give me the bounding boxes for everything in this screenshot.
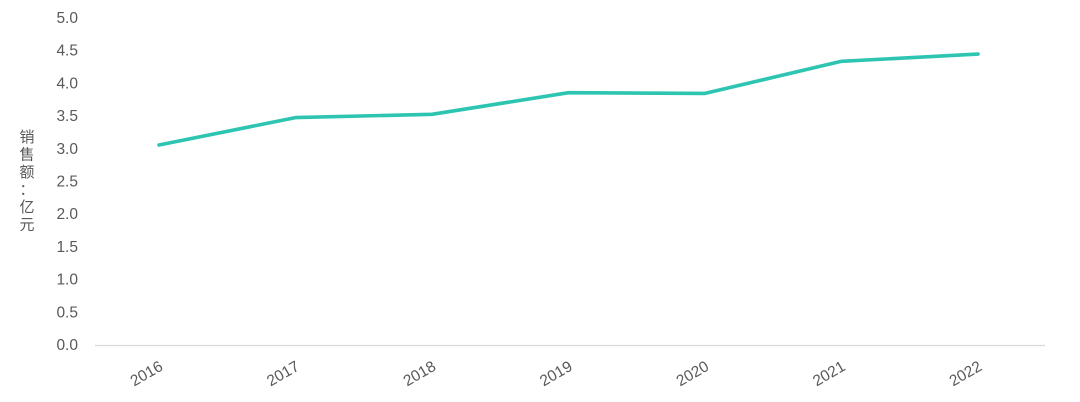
x-tick-label-group: 2016 (128, 358, 166, 390)
x-tick-label-group: 2021 (810, 358, 848, 390)
y-tick-label: 4.5 (56, 43, 78, 60)
x-tick-label: 2020 (674, 358, 713, 390)
x-tick-label: 2017 (264, 358, 302, 390)
y-tick-label: 2.0 (56, 206, 78, 223)
y-tick-label: 4.0 (56, 75, 78, 92)
y-tick-label: 2.5 (56, 174, 78, 191)
y-tick-label: 3.5 (56, 108, 78, 125)
y-axis-title-char: 销 (19, 129, 34, 146)
y-axis-title-char: 额 (19, 164, 34, 181)
x-tick-label: 2016 (128, 358, 166, 390)
x-tick-label-group: 2020 (674, 358, 713, 390)
x-tick-label: 2021 (810, 358, 848, 390)
x-tick-label-group: 2018 (401, 358, 439, 390)
y-axis-title-char: 亿 (19, 199, 34, 216)
y-tick-label: 3.0 (56, 141, 78, 158)
y-tick-label: 1.5 (56, 239, 78, 256)
y-axis-title-char: ： (19, 181, 34, 198)
y-axis-title-char: 元 (19, 216, 34, 233)
x-tick-label: 2018 (401, 358, 439, 390)
y-tick-label: 0.0 (56, 337, 78, 354)
y-axis-title-char: 售 (19, 146, 34, 163)
y-tick-label: 0.5 (56, 304, 78, 321)
x-tick-label-group: 2022 (947, 358, 985, 390)
y-tick-label: 5.0 (56, 10, 78, 27)
y-tick-label: 1.0 (56, 272, 78, 289)
x-tick-label: 2022 (947, 358, 985, 390)
x-tick-label-group: 2019 (537, 358, 575, 390)
x-tick-label: 2019 (537, 358, 575, 390)
x-tick-label-group: 2017 (264, 358, 302, 390)
sales-line-series (157, 52, 980, 147)
